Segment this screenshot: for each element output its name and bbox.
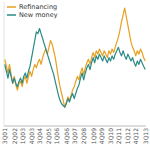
x-tick-label: 3Q01 [1, 128, 8, 144]
x-tick-label: 4Q03 [28, 128, 35, 144]
legend-swatch [7, 6, 16, 8]
chart: 3Q012Q021Q034Q033Q042Q051Q064Q063Q072Q08… [0, 0, 150, 150]
x-tick-label: 1Q12 [124, 128, 131, 144]
legend-swatch [7, 14, 16, 16]
x-axis-line [4, 126, 146, 127]
x-tick-label: 3Q04 [36, 128, 43, 144]
lines [5, 8, 145, 107]
x-tick-label: 3Q07 [71, 128, 78, 144]
x-tick-label: 1Q09 [90, 128, 97, 144]
x-tick-label: 1Q06 [53, 128, 60, 144]
y-axis-line [4, 2, 5, 126]
x-tick-label: 3Q10 [107, 128, 114, 144]
legend: RefinancingNew money [7, 3, 58, 19]
x-tick-label: 3Q13 [142, 128, 149, 144]
x-tick-label: 2Q08 [80, 128, 87, 144]
legend-label: Refinancing [19, 3, 57, 11]
line-series [5, 29, 145, 108]
x-tick-label: 4Q09 [98, 128, 105, 144]
x-tick-label: 4Q06 [63, 128, 70, 144]
x-tick-label: 2Q02 [11, 128, 18, 144]
x-tick-label: 4Q12 [132, 128, 139, 144]
x-tick-label: 2Q11 [115, 128, 122, 144]
x-tick-label: 2Q05 [45, 128, 52, 144]
x-tick-label: 1Q03 [19, 128, 26, 144]
legend-label: New money [19, 11, 58, 19]
line-series [5, 8, 145, 107]
